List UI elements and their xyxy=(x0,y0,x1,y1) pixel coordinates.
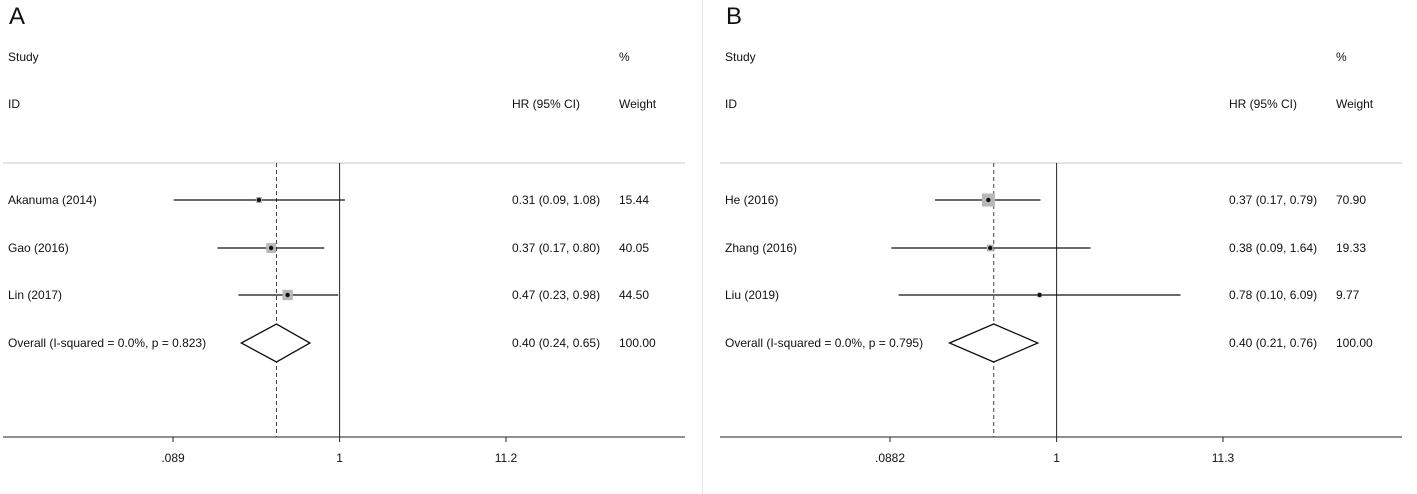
forest-plot-panel-a: A Study% ID HR (95% CI) Weight Akanuma (2014)… xyxy=(0,0,700,494)
overall-label: Overall (I-squared = 0.0%, p = 0.795) xyxy=(725,336,923,350)
overall-label: Overall (I-squared = 0.0%, p = 0.823) xyxy=(8,336,206,350)
study-label: Akanuma (2014) xyxy=(8,193,97,207)
study-point xyxy=(285,292,290,298)
overall-diamond xyxy=(947,323,1040,363)
study-point xyxy=(986,197,991,203)
study-point xyxy=(1037,292,1042,298)
x-tick-label: .0882 xyxy=(875,451,905,465)
x-tick-label: 1 xyxy=(336,451,343,465)
study-label: Zhang (2016) xyxy=(725,241,797,255)
forest-plot-b: B Study % ID HR (95% CI) Weight He (2016) 0.37 … xyxy=(720,3,1402,465)
study-ci-text: 0.78 (0.10, 6.09) xyxy=(1229,288,1317,302)
study-ci-text: 0.37 (0.17, 0.80) xyxy=(512,241,600,255)
study-weight-text: 40.05 xyxy=(619,241,649,255)
header-id: ID xyxy=(8,97,20,111)
forest-plot-a: A Study % ID HR (95% CI) Weight Akanuma (2014)… xyxy=(3,3,685,465)
header-study: Study xyxy=(8,50,39,64)
study-label: Liu (2019) xyxy=(725,288,779,302)
study-ci-text: 0.47 (0.23, 0.98) xyxy=(512,288,600,302)
forest-plot-panel-b: B Study% ID HR (95% CI) Weight He (2016) 0.37 … xyxy=(717,0,1417,494)
panel-divider xyxy=(702,0,703,494)
study-weight-text: 9.77 xyxy=(1336,288,1360,302)
overall-diamond xyxy=(239,323,312,363)
study-ci-text: 0.38 (0.09, 1.64) xyxy=(1229,241,1317,255)
study-point xyxy=(256,197,262,203)
header-weight: Weight xyxy=(619,97,657,111)
overall-ci-text: 0.40 (0.24, 0.65) xyxy=(512,336,600,350)
x-tick-label: 1 xyxy=(1053,451,1060,465)
x-tick-label: .089 xyxy=(161,451,185,465)
header-id: ID xyxy=(725,97,737,111)
header-weight: Weight xyxy=(1336,97,1374,111)
header-effect: HR (95% CI) xyxy=(512,97,580,111)
study-point xyxy=(268,245,274,251)
study-weight-text: 15.44 xyxy=(619,193,649,207)
study-ci-text: 0.37 (0.17, 0.79) xyxy=(1229,193,1317,207)
x-tick-label: 11.2 xyxy=(495,451,518,465)
header-pct: % xyxy=(619,50,630,64)
header-pct: % xyxy=(1336,50,1347,64)
study-ci-text: 0.31 (0.09, 1.08) xyxy=(512,193,600,207)
header-study: Study xyxy=(725,50,756,64)
study-weight-text: 19.33 xyxy=(1336,241,1366,255)
study-label: Gao (2016) xyxy=(8,241,69,255)
study-weight-text: 70.90 xyxy=(1336,193,1366,207)
study-weight-text: 44.50 xyxy=(619,288,649,302)
overall-ci-text: 0.40 (0.21, 0.76) xyxy=(1229,336,1317,350)
header-effect: HR (95% CI) xyxy=(1229,97,1297,111)
study-point xyxy=(988,245,993,251)
study-label: He (2016) xyxy=(725,193,778,207)
overall-weight-text: 100.00 xyxy=(619,336,656,350)
panel-letter: A xyxy=(9,3,25,30)
panel-letter: B xyxy=(726,3,742,30)
overall-weight-text: 100.00 xyxy=(1336,336,1373,350)
x-tick-label: 11.3 xyxy=(1212,451,1235,465)
study-label: Lin (2017) xyxy=(8,288,62,302)
